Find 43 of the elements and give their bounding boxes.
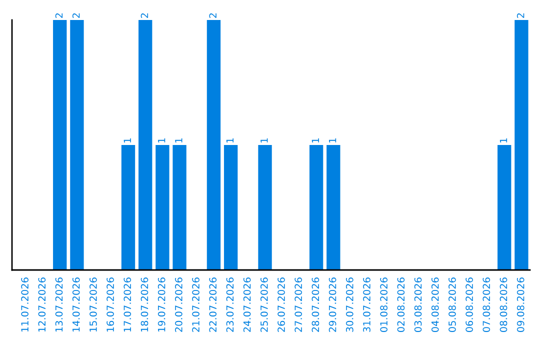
- data-label: 1: [158, 138, 166, 143]
- x-tick-label: 18.07.2026: [140, 278, 148, 332]
- x-tick-label: 13.07.2026: [55, 278, 63, 332]
- x-tick-label: 05.08.2026: [448, 278, 456, 332]
- x-tick-label: 03.08.2026: [414, 278, 422, 332]
- x-tick-label: 01.08.2026: [380, 278, 388, 332]
- data-label: 2: [516, 13, 524, 18]
- x-tick-label: 02.08.2026: [397, 278, 405, 332]
- x-tick-label: 21.07.2026: [192, 278, 200, 332]
- data-label: 2: [140, 13, 148, 18]
- data-label: 1: [175, 138, 182, 143]
- x-tick-label: 22.07.2026: [209, 278, 217, 332]
- x-tick-label: 26.07.2026: [278, 278, 285, 332]
- data-label: 2: [72, 13, 80, 18]
- x-tick-label: 15.07.2026: [90, 278, 97, 332]
- data-label: 1: [124, 138, 131, 143]
- x-tick-label: 04.08.2026: [431, 278, 439, 332]
- x-tick-label: 14.07.2026: [72, 278, 80, 332]
- x-tick-label: 23.07.2026: [226, 278, 234, 332]
- data-label: 1: [328, 138, 336, 143]
- x-tick-label: 19.07.2026: [158, 278, 166, 332]
- data-label: 1: [260, 138, 268, 143]
- x-tick-label: 07.08.2026: [482, 278, 490, 332]
- data-label: 2: [55, 13, 63, 18]
- x-tick-label: 16.07.2026: [106, 278, 114, 332]
- data-label: 1: [312, 138, 319, 143]
- x-tick-label: 08.08.2026: [500, 278, 508, 332]
- x-tick-label: 31.07.2026: [363, 278, 370, 332]
- x-tick-label: 06.08.2026: [466, 278, 473, 332]
- x-tick-label: 28.07.2026: [312, 278, 320, 332]
- x-tick-label: 30.07.2026: [346, 278, 354, 332]
- x-tick-label: 17.07.2026: [124, 278, 132, 332]
- x-tick-label: 29.07.2026: [328, 278, 336, 332]
- x-tick-label: 11.07.2026: [21, 278, 28, 332]
- data-label: 1: [226, 138, 234, 143]
- x-tick-label: 20.07.2026: [175, 278, 182, 332]
- x-tick-label: 27.07.2026: [294, 278, 302, 332]
- data-label: 1: [500, 138, 508, 143]
- data-label: 2: [209, 13, 216, 18]
- x-tick-label: 24.07.2026: [243, 278, 251, 332]
- x-tick-label: 25.07.2026: [260, 278, 268, 332]
- x-tick-label: 12.07.2026: [38, 278, 46, 332]
- x-tick-label: 09.08.2026: [516, 278, 524, 332]
